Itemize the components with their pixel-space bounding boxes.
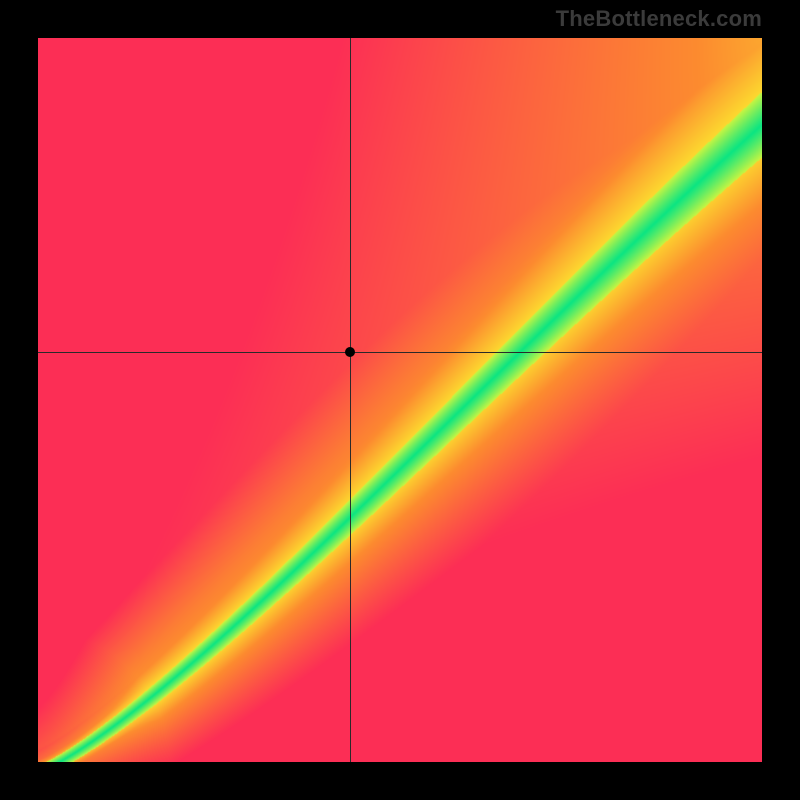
chart-container: TheBottleneck.com <box>0 0 800 800</box>
crosshair-vertical <box>350 38 351 762</box>
crosshair-horizontal <box>38 352 762 353</box>
plot-area <box>38 38 762 762</box>
heatmap-canvas <box>38 38 762 762</box>
data-point-marker <box>345 347 355 357</box>
watermark-text: TheBottleneck.com <box>556 6 762 32</box>
